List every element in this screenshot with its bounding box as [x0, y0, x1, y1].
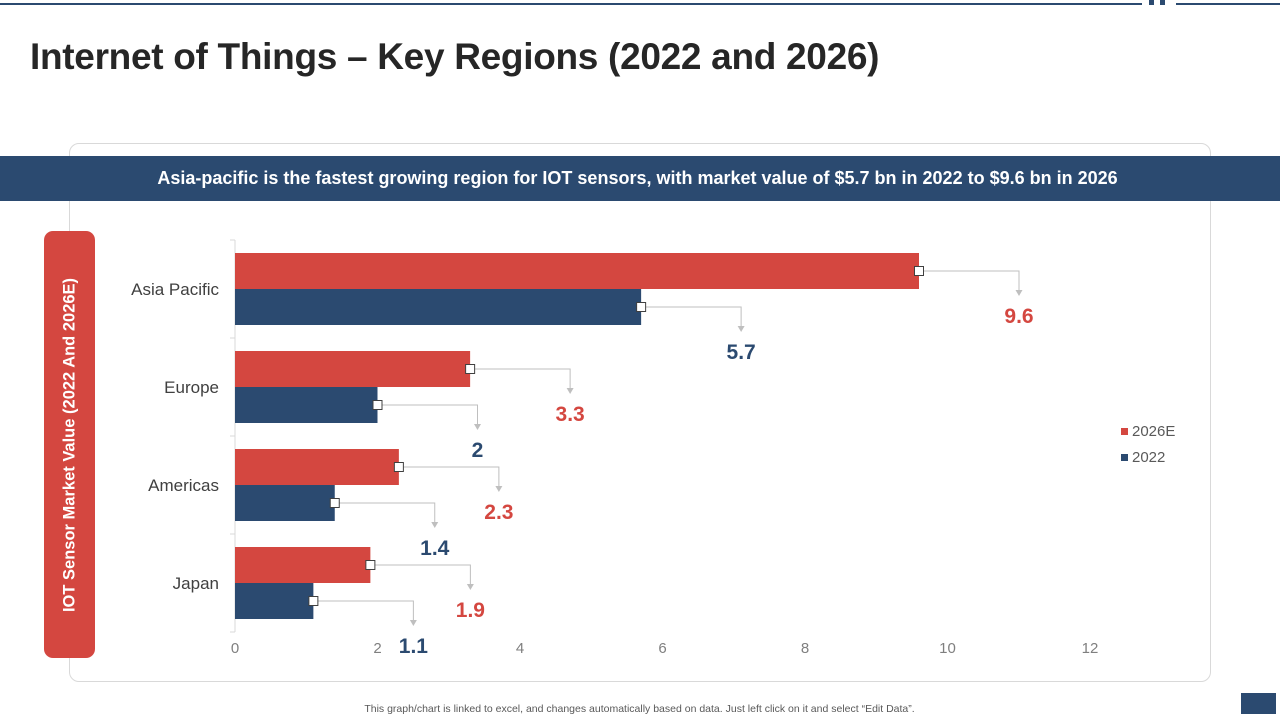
- category-label: Asia Pacific: [131, 280, 219, 299]
- data-label: 5.7: [727, 341, 756, 364]
- leader-line: [641, 306, 742, 327]
- leader-arrow: [566, 388, 574, 394]
- data-label: 1.4: [420, 537, 450, 560]
- category-label: Japan: [173, 574, 219, 593]
- category-label: Americas: [148, 476, 219, 495]
- top-dot: [1160, 0, 1165, 5]
- leader-arrow: [431, 522, 439, 528]
- x-tick-label: 10: [939, 640, 956, 657]
- leader-arrow: [466, 584, 474, 590]
- data-label: 9.6: [1004, 305, 1033, 328]
- corner-marker: [1241, 693, 1276, 714]
- x-tick-label: 8: [801, 640, 809, 657]
- category-label: Europe: [164, 378, 219, 397]
- x-tick-label: 2: [373, 640, 381, 657]
- leader-line: [334, 502, 436, 523]
- x-tick-label: 4: [516, 640, 524, 657]
- bar-end-marker: [365, 560, 376, 570]
- footer-note: This graph/chart is linked to excel, and…: [364, 703, 915, 715]
- leader-line: [398, 466, 500, 487]
- x-tick-label: 12: [1082, 640, 1099, 657]
- bar: [235, 547, 371, 583]
- bar-end-marker: [308, 596, 319, 606]
- data-label: 1.1: [399, 635, 429, 658]
- top-dot: [1149, 0, 1154, 5]
- legend-swatch: [1121, 428, 1128, 435]
- bar-end-marker: [393, 462, 404, 472]
- leader-line: [313, 600, 414, 621]
- bar: [235, 351, 471, 387]
- bar: [235, 387, 378, 423]
- bar: [235, 449, 399, 485]
- leader-line: [377, 404, 478, 425]
- bar: [235, 253, 919, 289]
- legend-label: 2022: [1132, 449, 1165, 466]
- headline-banner: Asia-pacific is the fastest growing regi…: [0, 156, 1280, 201]
- data-label: 3.3: [556, 403, 585, 426]
- leader-arrow: [495, 486, 503, 492]
- leader-arrow: [1015, 290, 1023, 296]
- headline-text: Asia-pacific is the fastest growing regi…: [157, 168, 1118, 188]
- bar: [235, 583, 314, 619]
- top-rule: [0, 3, 1142, 5]
- x-tick-label: 0: [231, 640, 239, 657]
- leader-arrow: [737, 326, 745, 332]
- bar: [235, 289, 642, 325]
- bar-end-marker: [914, 266, 924, 276]
- bar-end-marker: [636, 302, 647, 312]
- leader-line: [919, 270, 1020, 291]
- data-label: 2: [472, 439, 484, 462]
- leader-line: [370, 564, 471, 585]
- data-label: 2.3: [484, 501, 513, 524]
- leader-arrow: [409, 620, 417, 626]
- bar-end-marker: [372, 400, 383, 410]
- legend-swatch: [1121, 454, 1128, 461]
- page-title: Internet of Things – Key Regions (2022 a…: [30, 36, 880, 77]
- leader-arrow: [474, 424, 481, 430]
- bar: [235, 485, 335, 521]
- y-axis-title-pill: IOT Sensor Market Value (2022 And 2026E): [44, 231, 95, 658]
- x-tick-label: 6: [658, 640, 666, 657]
- top-rule-right: [1176, 3, 1280, 5]
- bar-end-marker: [329, 498, 340, 508]
- data-label: 1.9: [456, 599, 485, 622]
- leader-line: [470, 368, 571, 389]
- legend-label: 2026E: [1132, 423, 1175, 440]
- bar-end-marker: [465, 364, 476, 374]
